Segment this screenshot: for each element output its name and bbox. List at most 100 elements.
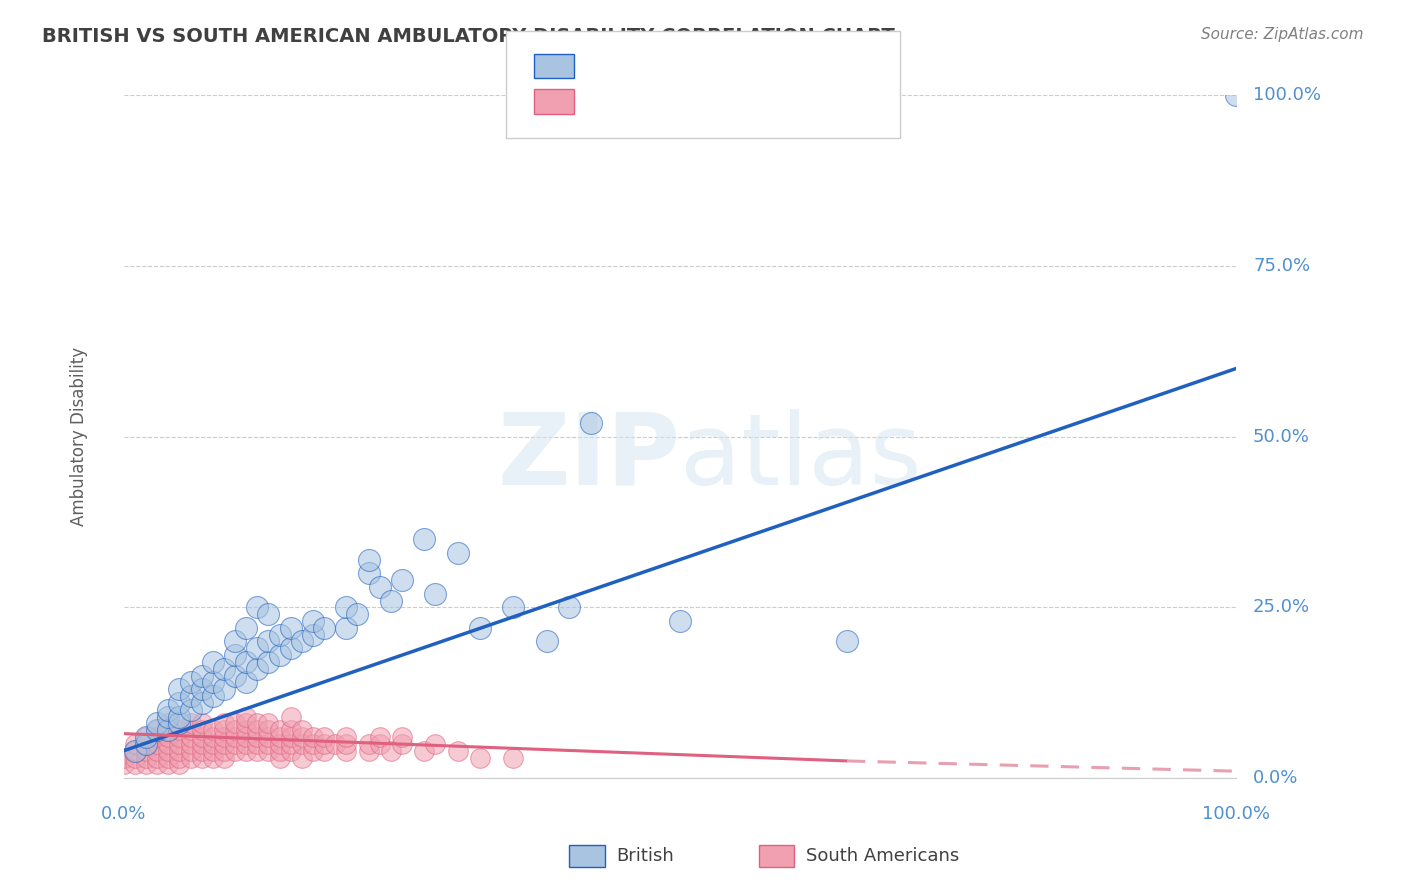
Point [380,593,402,607]
Text: South Americans: South Americans [806,847,959,865]
Point [312,730,335,744]
Point [269,737,291,751]
Text: Ambulatory Disability: Ambulatory Disability [70,347,89,526]
Point [368,730,391,744]
Point [235,675,257,690]
Point [246,730,269,744]
Text: 75.0%: 75.0% [1253,257,1310,275]
Point [201,750,224,764]
Point [269,730,291,744]
Point [180,689,202,703]
Text: British: British [616,847,673,865]
Point [169,682,191,697]
Point [257,607,280,622]
Point [224,716,246,731]
Point [335,744,357,758]
Point [368,580,391,594]
Point [146,750,169,764]
Point [257,634,280,648]
Point [146,744,169,758]
Point [246,600,269,615]
Point [201,689,224,703]
Point [468,750,491,764]
Point [157,737,180,751]
Point [257,730,280,744]
Point [169,744,191,758]
Point [212,723,235,738]
Point [346,607,368,622]
Point [257,716,280,731]
Point [190,730,212,744]
Point [224,730,246,744]
Point [212,682,235,697]
Point [446,546,468,560]
Point [380,744,402,758]
Point [312,744,335,758]
Point [135,730,157,744]
Point [235,621,257,635]
Point [146,716,169,731]
Point [280,737,302,751]
Point [157,750,180,764]
Point [201,737,224,751]
Text: 100.0%: 100.0% [1253,87,1322,104]
Point [201,723,224,738]
Point [357,566,380,581]
Point [1225,88,1247,103]
Point [235,716,257,731]
Point [280,723,302,738]
Point [146,757,169,772]
Point [446,744,468,758]
Point [235,737,257,751]
Point [201,675,224,690]
Point [579,416,602,430]
Point [269,648,291,662]
Point [291,737,314,751]
Point [212,750,235,764]
Point [190,668,212,682]
Point [224,648,246,662]
Point [169,730,191,744]
Point [269,723,291,738]
Point [190,750,212,764]
Point [235,655,257,669]
Point [157,757,180,772]
Point [357,552,380,566]
Point [124,737,146,751]
Text: R = -0.489: R = -0.489 [583,93,681,111]
Point [124,757,146,772]
Point [124,750,146,764]
Text: N = 62: N = 62 [752,57,815,75]
Point [246,723,269,738]
Point [368,737,391,751]
Point [269,750,291,764]
Text: 50.0%: 50.0% [1253,427,1310,446]
Point [502,750,524,764]
Point [302,730,325,744]
Text: BRITISH VS SOUTH AMERICAN AMBULATORY DISABILITY CORRELATION CHART: BRITISH VS SOUTH AMERICAN AMBULATORY DIS… [42,27,896,45]
Point [280,730,302,744]
Point [269,744,291,758]
Point [558,600,581,615]
Point [235,744,257,758]
Point [425,587,447,601]
Point [190,682,212,697]
Point [135,737,157,751]
Point [135,737,157,751]
Point [291,723,314,738]
Text: 0.0%: 0.0% [1253,769,1298,787]
Point [146,737,169,751]
Point [235,709,257,723]
Point [135,757,157,772]
Point [280,641,302,656]
Point [135,744,157,758]
Point [291,750,314,764]
Point [357,744,380,758]
Point [157,744,180,758]
Point [180,675,202,690]
Point [302,627,325,641]
Point [201,655,224,669]
Text: ZIP: ZIP [498,409,681,506]
Point [425,737,447,751]
Point [212,730,235,744]
